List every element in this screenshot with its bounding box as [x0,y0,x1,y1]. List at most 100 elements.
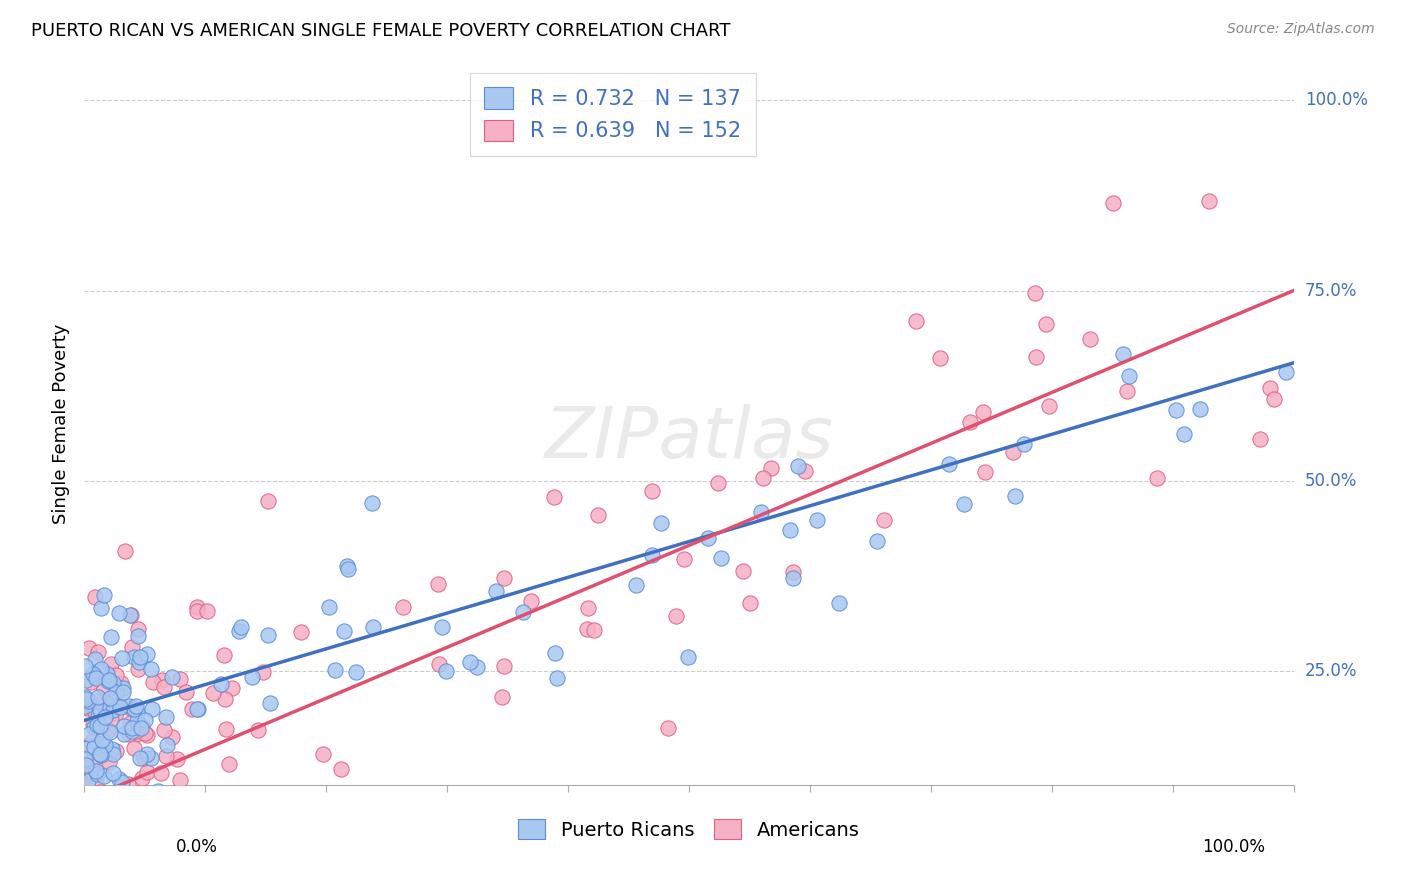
Point [794,464,817,478]
Point [166,751,188,765]
Text: 0.0%: 0.0% [176,838,218,856]
Point [866,534,889,549]
Point [89,702,111,716]
Point [221,681,243,695]
Point [84,793,107,807]
Point [543,490,565,504]
Point [84,793,107,807]
Point [75,690,97,704]
Point [218,756,240,771]
Point [84,671,107,685]
Point [209,677,232,691]
Point [252,665,274,680]
Point [120,607,142,622]
Point [972,405,994,419]
Point [121,640,143,655]
Point [782,571,804,585]
Point [75,673,97,687]
Point [706,475,728,490]
Point [169,672,191,686]
Point [100,694,122,708]
Point [105,793,128,807]
Point [100,631,122,645]
Point [1035,317,1057,331]
Point [82,666,104,681]
Point [80,793,103,807]
Point [101,703,124,717]
Point [163,793,186,807]
Point [103,793,125,807]
Point [97,723,120,738]
Point [1116,384,1139,398]
Text: ZIPatlas: ZIPatlas [544,404,834,473]
Point [195,604,218,618]
Point [122,702,145,716]
Point [124,740,146,755]
Point [90,741,112,756]
Point [136,747,159,761]
Point [112,684,135,698]
Point [82,733,104,747]
Point [710,551,733,566]
Point [138,793,160,807]
Point [86,790,108,805]
Point [75,757,97,772]
Point [114,793,136,807]
Point [953,497,976,511]
Point [546,672,568,686]
Text: PUERTO RICAN VS AMERICAN SINGLE FEMALE POVERTY CORRELATION CHART: PUERTO RICAN VS AMERICAN SINGLE FEMALE P… [31,22,731,40]
Point [336,559,359,574]
Y-axis label: Single Female Poverty: Single Female Poverty [52,324,70,524]
Point [80,793,103,807]
Point [117,777,139,791]
Point [127,714,149,729]
Point [98,700,121,714]
Point [257,627,280,641]
Point [582,624,605,638]
Point [127,629,149,643]
Point [1112,347,1135,361]
Point [79,739,101,753]
Point [101,766,124,780]
Text: 100.0%: 100.0% [1202,838,1265,856]
Point [84,764,107,778]
Point [108,772,131,787]
Point [84,777,107,791]
Point [83,705,105,719]
Point [90,793,112,807]
Point [212,648,235,663]
Point [100,691,122,706]
Point [118,715,141,730]
Point [657,721,679,735]
Point [187,702,209,716]
Point [91,669,114,683]
Point [131,771,153,785]
Point [641,483,664,498]
Point [1166,403,1188,417]
Point [103,703,125,717]
Point [134,713,156,727]
Point [872,514,894,528]
Point [361,496,384,510]
Point [114,543,136,558]
Point [82,793,104,807]
Point [75,698,97,713]
Point [672,552,695,566]
Point [112,681,135,695]
Point [86,793,108,807]
Point [108,699,131,714]
Point [84,652,107,666]
Point [1198,194,1220,208]
Point [344,665,367,679]
Point [77,641,100,656]
Point [94,710,117,724]
Point [786,459,808,474]
Point [624,578,647,592]
Point [77,793,100,807]
Point [1025,350,1047,364]
Point [181,793,204,807]
Point [94,793,117,807]
Point [105,685,128,699]
Point [214,691,236,706]
Point [100,657,122,671]
